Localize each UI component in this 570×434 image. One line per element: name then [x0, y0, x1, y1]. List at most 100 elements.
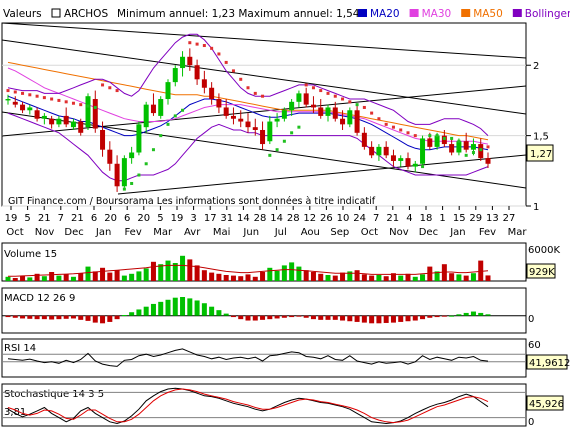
rsi-line [2, 348, 526, 367]
date-month-label: Mar [153, 227, 173, 238]
trend-line-channel [1, 39, 527, 115]
macd-bar [129, 312, 135, 316]
indicator-legend: MA20 MA30 MA50 Bollinger [358, 8, 570, 20]
macd-bar [369, 315, 375, 324]
stochastic-low-label: 3,81 [4, 407, 26, 418]
volume-bar [449, 273, 455, 281]
candle-body [376, 146, 382, 156]
candle-body [296, 93, 302, 102]
macd-bar [201, 303, 207, 316]
macd-bar [274, 315, 280, 319]
candle-body [369, 146, 375, 156]
macd-bar [209, 306, 215, 316]
stochastic-last-box [526, 395, 564, 411]
volume-bar [70, 276, 76, 281]
macd-bar [27, 315, 33, 319]
macd-bar [310, 315, 316, 320]
volume-bar [201, 270, 207, 281]
stochastic-last-value: 45,926 [529, 399, 564, 410]
price-y-axis: 11,52 [526, 61, 549, 213]
candle-body [398, 158, 404, 161]
macd-bar [158, 301, 164, 316]
sar-dot [101, 83, 105, 87]
date-month-label: Jan [449, 227, 465, 238]
sar-dot [35, 94, 39, 98]
macd-bar [463, 312, 469, 316]
sar-dot [28, 93, 32, 97]
volume-bar [34, 273, 40, 281]
sar-dot [355, 103, 359, 107]
volume-bar [427, 266, 433, 281]
volume-tick: 6000K [528, 245, 560, 256]
sar-dot [464, 153, 468, 157]
volume-bar [100, 267, 106, 281]
macd-bar [172, 297, 178, 316]
volume-bar [85, 266, 91, 281]
macd-bar [456, 314, 462, 316]
sar-dot [333, 94, 337, 98]
legend-label-3: Bollinger [525, 8, 570, 20]
sar-dot [399, 128, 403, 132]
volume-bar [41, 276, 47, 281]
candle-body [412, 163, 418, 167]
volume-bar [463, 275, 469, 281]
candle-body [347, 110, 353, 125]
date-day-label: 18 [420, 213, 433, 224]
volume-bar [340, 272, 346, 281]
candle-body [136, 124, 142, 153]
volume-bar [143, 268, 149, 281]
volume-bar [376, 275, 382, 281]
volume-bar [361, 274, 367, 281]
candle-body [310, 104, 316, 108]
sar-dot [471, 151, 475, 155]
sar-dot [71, 101, 75, 105]
macd-bar [136, 309, 142, 316]
sar-dot [282, 139, 286, 143]
candle-body [107, 149, 113, 164]
sar-dot [57, 98, 61, 102]
candle-body [70, 121, 76, 128]
macd-bar [165, 299, 171, 316]
volume-bar [252, 276, 258, 281]
volume-bar [194, 265, 200, 281]
last-price-value: 1,27 [530, 149, 552, 160]
macd-histogram [2, 297, 526, 324]
candle-body [158, 99, 164, 116]
sar-dot [457, 139, 461, 143]
date-day-label: 10 [337, 213, 350, 224]
candle-body [34, 110, 40, 119]
date-day-label: 20 [104, 213, 117, 224]
legend-swatch-2 [461, 9, 471, 17]
macd-bar [150, 303, 156, 316]
macd-bar [187, 298, 193, 316]
sar-dot [406, 131, 410, 135]
date-day-label: 14 [237, 213, 250, 224]
volume-bar [318, 273, 324, 281]
sar-dot [21, 91, 25, 95]
sar-dot [50, 97, 54, 101]
macd-bar [121, 315, 127, 316]
macd-bar [325, 315, 331, 320]
rsi-panel-frame [1, 338, 527, 378]
volume-bar [398, 275, 404, 281]
sar-dot [115, 89, 119, 93]
sar-dot [6, 89, 10, 93]
candle-body [267, 121, 273, 142]
candle-body [427, 138, 433, 147]
date-day-label: 21 [71, 213, 84, 224]
sar-dot [246, 86, 250, 90]
candle-body [354, 110, 360, 133]
sar-dot [341, 97, 345, 101]
date-month-label: Dec [64, 227, 83, 238]
volume-bar [165, 260, 171, 281]
candle-body [252, 127, 258, 130]
volume-bar [238, 276, 244, 281]
date-month-label: Sep [330, 227, 349, 238]
volume-bar [245, 274, 251, 281]
date-month-label: Fev [124, 227, 141, 238]
volume-bar [230, 275, 236, 281]
volume-bar [260, 272, 266, 281]
header-label: Valeurs [3, 8, 42, 20]
volume-bar [354, 270, 360, 281]
legend-swatch-1 [409, 9, 419, 17]
